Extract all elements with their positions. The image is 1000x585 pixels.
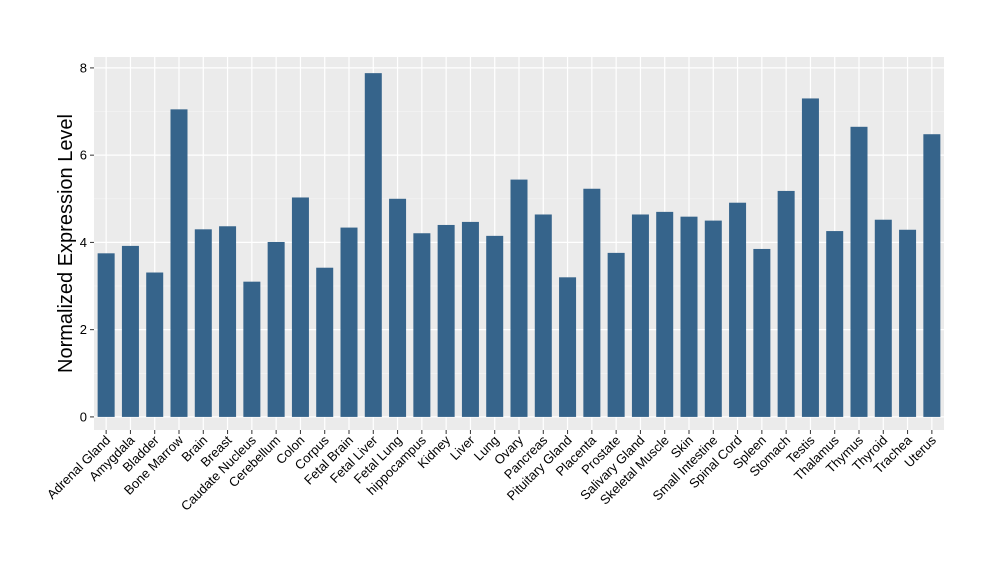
bar [219,226,237,417]
bar [291,197,309,417]
bar [680,216,698,417]
bar [146,272,164,417]
bar [194,229,212,417]
bar [340,227,358,417]
bar [389,198,407,417]
bar [826,231,844,417]
bar [753,248,771,417]
bar [121,245,139,417]
bar [656,211,674,417]
bar [801,98,819,417]
y-tick-label: 8 [80,60,87,75]
bar [510,179,528,417]
bar [97,253,115,417]
bar [583,188,601,417]
bar [437,224,455,417]
y-axis-label: Normalized Expression Level [55,114,77,373]
bar [243,281,261,417]
bar [534,214,552,417]
bar [777,190,795,417]
bar [704,220,722,417]
bar [486,235,504,417]
x-tick-label: Liver [447,432,478,463]
bar [923,134,941,417]
y-tick-label: 4 [80,235,87,250]
bar [874,219,892,417]
bar [729,202,747,417]
bar [461,221,479,417]
y-tick-label: 0 [80,409,87,424]
bar [316,267,334,417]
bar [413,233,431,417]
y-tick-label: 6 [80,148,87,163]
bar [607,252,625,417]
bar [631,214,649,417]
bar [364,73,382,417]
bar [850,126,868,417]
bars [97,73,941,417]
bar [267,241,285,417]
y-axis: 0 2 4 6 8 [80,60,94,424]
y-tick-label: 2 [80,322,87,337]
bar [559,277,577,417]
bar [899,229,917,417]
bar [170,109,188,417]
